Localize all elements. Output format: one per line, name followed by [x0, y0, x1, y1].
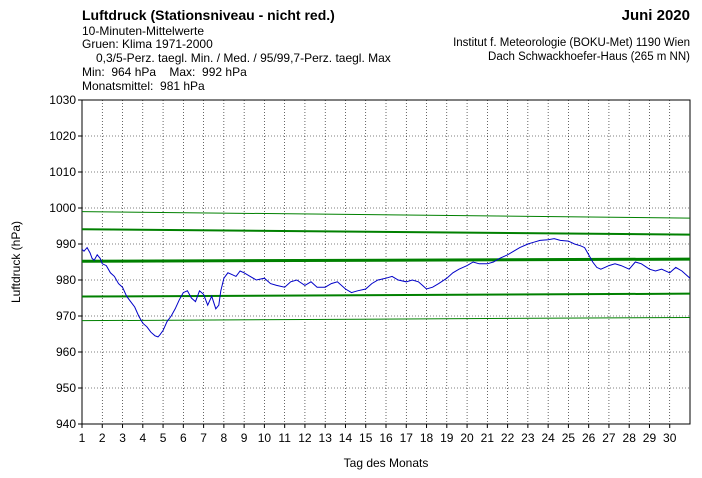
y-tick-label: 960 — [56, 345, 76, 359]
x-tick-label: 22 — [501, 431, 515, 445]
x-tick-label: 5 — [160, 431, 167, 445]
monthly-mean: Monatsmittel: 981 hPa — [82, 79, 205, 93]
x-tick-label: 4 — [139, 431, 146, 445]
climate-line — [81, 257, 691, 263]
x-tick-label: 9 — [241, 431, 248, 445]
x-tick-label: 29 — [643, 431, 657, 445]
x-tick-labels: 1 2 3 4 5 6 7 8 9 10 11 12 13 14 15 16 17 18 19 20 21 22 23 24 2… — [79, 431, 677, 445]
subtitle: 10-Minuten-Mittelwerte — [82, 24, 205, 38]
x-tick-label: 13 — [319, 431, 333, 445]
climate-line — [81, 316, 691, 322]
y-tick-label: 1010 — [49, 165, 76, 179]
x-tick-label: 3 — [119, 431, 126, 445]
x-tick-label: 14 — [339, 431, 353, 445]
climate-note: Gruen: Klima 1971-2000 — [82, 37, 213, 51]
x-tick-label: 23 — [521, 431, 535, 445]
month-label: Juni 2020 — [621, 7, 690, 24]
y-tick-label: 980 — [56, 273, 76, 287]
x-tick-label: 16 — [379, 431, 393, 445]
x-tick-label: 12 — [298, 431, 312, 445]
y-axis-label: Luftdruck (hPa) — [9, 221, 23, 303]
x-tick-label: 17 — [400, 431, 414, 445]
y-tick-label: 950 — [56, 381, 76, 395]
percentile-note: 0,3/5-Perz. taegl. Min. / Med. / 95/99,7… — [96, 51, 391, 65]
x-axis-label: Tag des Monats — [344, 456, 429, 470]
axis-ticks — [78, 99, 671, 428]
climate-line — [81, 211, 691, 219]
y-tick-label: 1020 — [49, 129, 76, 143]
grid-lines — [82, 100, 690, 424]
y-tick-label: 1030 — [49, 93, 76, 107]
y-tick-label: 970 — [56, 309, 76, 323]
x-tick-label: 26 — [582, 431, 596, 445]
x-tick-label: 21 — [481, 431, 495, 445]
x-tick-label: 28 — [623, 431, 637, 445]
x-tick-label: 2 — [99, 431, 106, 445]
y-tick-label: 1000 — [49, 201, 76, 215]
x-tick-label: 8 — [221, 431, 228, 445]
x-tick-label: 18 — [420, 431, 434, 445]
climate-line — [81, 292, 691, 298]
institute-label: Institut f. Meteorologie (BOKU-Met) 1190… — [453, 37, 690, 49]
y-tick-labels: 940 950 960 970 980 990 1000 1010 1020 1030 — [49, 93, 76, 431]
x-tick-label: 20 — [460, 431, 474, 445]
x-tick-label: 24 — [541, 431, 555, 445]
climate-lines — [81, 211, 691, 322]
x-tick-label: 15 — [359, 431, 373, 445]
location-label: Dach Schwackhoefer-Haus (265 m NN) — [488, 51, 690, 63]
x-tick-label: 11 — [278, 431, 291, 445]
x-tick-label: 27 — [602, 431, 616, 445]
x-tick-label: 1 — [79, 431, 86, 445]
x-tick-label: 19 — [440, 431, 454, 445]
climate-line — [81, 228, 691, 236]
pressure-series-line — [81, 238, 691, 338]
x-tick-label: 25 — [562, 431, 576, 445]
y-tick-label: 990 — [56, 237, 76, 251]
chart-title: Luftdruck (Stationsniveau - nicht red.) — [82, 7, 335, 23]
x-tick-label: 7 — [200, 431, 207, 445]
min-max-stats: Min: 964 hPa Max: 992 hPa — [82, 65, 247, 79]
x-tick-label: 30 — [663, 431, 677, 445]
x-tick-label: 10 — [258, 431, 272, 445]
y-tick-label: 940 — [56, 417, 76, 431]
x-tick-label: 6 — [180, 431, 187, 445]
